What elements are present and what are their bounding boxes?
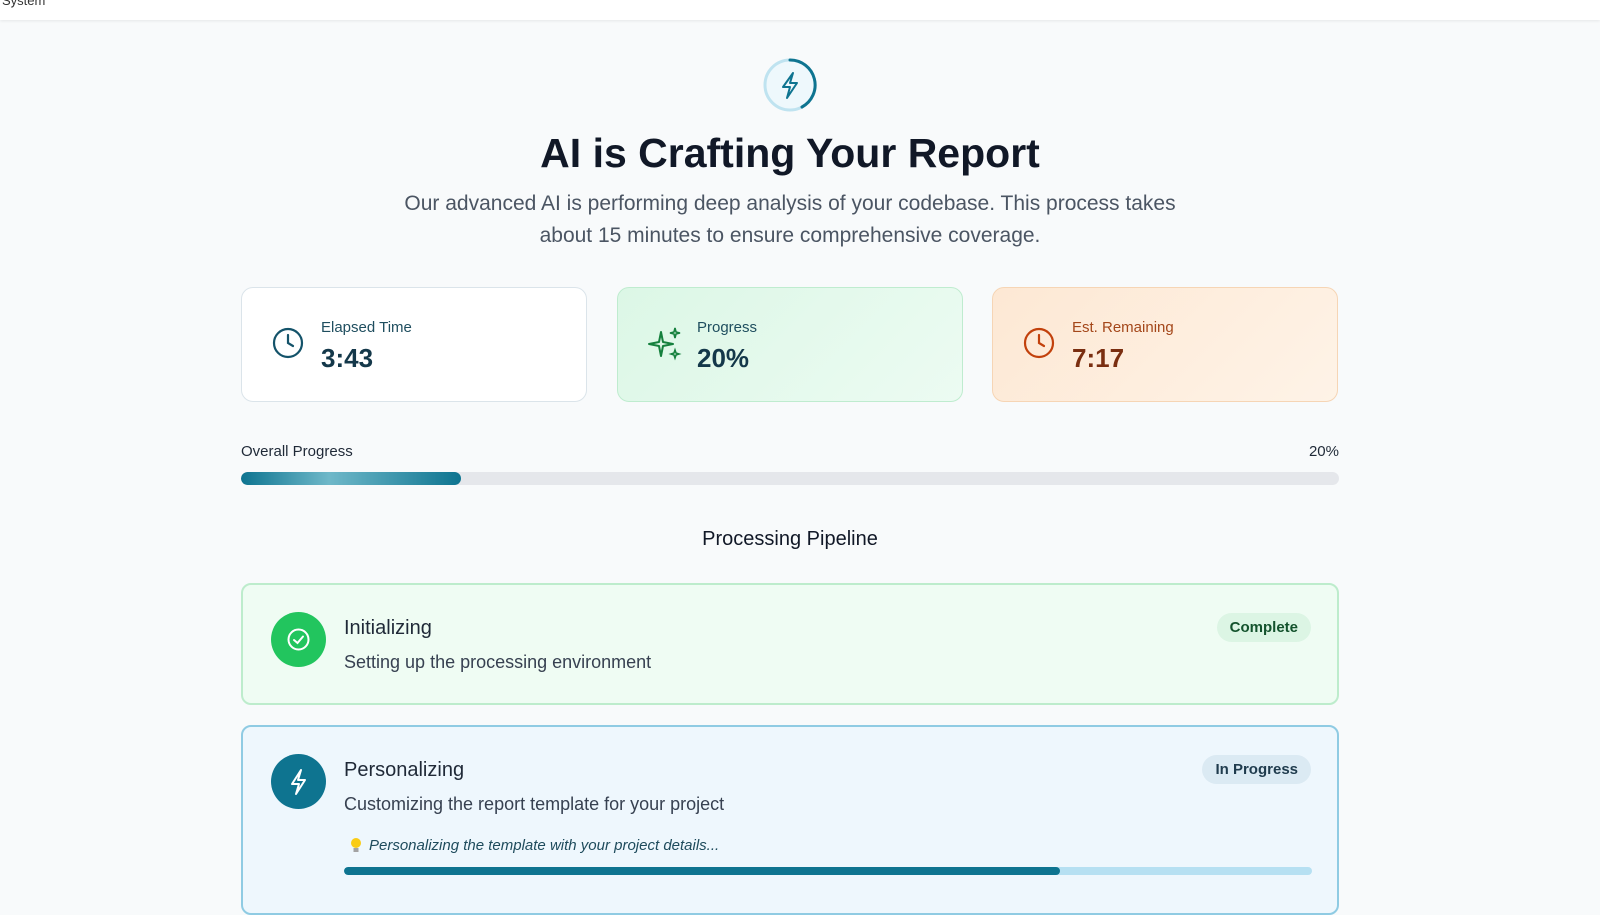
bolt-icon — [291, 769, 306, 795]
progress-fill — [241, 472, 461, 485]
step-icon — [271, 612, 326, 667]
stat-label: Progress — [697, 319, 758, 336]
step-detail: Personalizing the template with your pro… — [369, 837, 720, 854]
bulb-icon — [351, 838, 361, 852]
page-subtitle: Our advanced AI is performing deep analy… — [404, 192, 1176, 247]
pipeline-step: Personalizing Customizing the report tem… — [241, 725, 1339, 915]
stat-label: Elapsed Time — [321, 319, 412, 336]
pipeline-title: Processing Pipeline — [702, 528, 878, 550]
step-description: Setting up the processing environment — [344, 652, 652, 672]
progress-label: Overall Progress — [241, 443, 353, 460]
stat-card: Progress 20% — [617, 287, 963, 402]
step-name: Personalizing — [344, 759, 465, 781]
top-bar-label: System — [2, 0, 46, 8]
step-status: In Progress — [1202, 755, 1311, 784]
step-progress-fill — [344, 867, 1061, 875]
step-status: Complete — [1216, 613, 1311, 642]
stat-card: Est. Remaining 7:17 — [992, 287, 1338, 402]
progress-track — [241, 472, 1339, 485]
stat-card: Elapsed Time 3:43 — [241, 287, 587, 402]
loading-icon — [763, 58, 817, 112]
stat-value: 3:43 — [321, 343, 374, 373]
page-title: AI is Crafting Your Report — [540, 130, 1040, 176]
progress-percent: 20% — [1308, 443, 1339, 460]
stat-value: 7:17 — [1072, 343, 1125, 373]
stat-label: Est. Remaining — [1072, 319, 1174, 336]
pipeline-step: Initializing Setting up the processing e… — [241, 583, 1339, 705]
clock-icon — [272, 327, 304, 359]
step-icon — [271, 754, 326, 809]
step-description: Customizing the report template for your… — [344, 794, 725, 814]
top-bar: System — [0, 0, 1600, 20]
check-icon — [287, 628, 310, 651]
step-progress-track — [344, 867, 1312, 875]
step-name: Initializing — [344, 617, 432, 639]
stat-value: 20% — [697, 343, 750, 373]
clock-icon — [1023, 327, 1055, 359]
sparkle-icon — [648, 327, 682, 361]
